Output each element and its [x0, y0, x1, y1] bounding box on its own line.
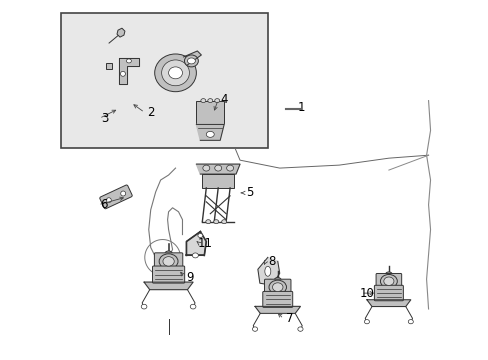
Text: 5: 5 [246, 186, 253, 199]
FancyBboxPatch shape [374, 285, 403, 301]
Polygon shape [255, 306, 300, 313]
Ellipse shape [126, 59, 131, 63]
FancyBboxPatch shape [100, 185, 132, 209]
Ellipse shape [264, 266, 270, 276]
Polygon shape [196, 164, 240, 174]
Ellipse shape [106, 198, 111, 203]
Ellipse shape [205, 220, 210, 224]
Ellipse shape [268, 280, 286, 294]
Ellipse shape [213, 220, 218, 224]
Polygon shape [117, 28, 124, 37]
Ellipse shape [164, 251, 172, 257]
FancyBboxPatch shape [61, 13, 267, 148]
FancyBboxPatch shape [152, 266, 184, 283]
Polygon shape [196, 125, 224, 140]
Ellipse shape [190, 304, 196, 309]
Ellipse shape [163, 257, 174, 266]
Text: 7: 7 [285, 312, 293, 325]
FancyBboxPatch shape [154, 253, 183, 268]
Ellipse shape [201, 99, 205, 103]
Polygon shape [183, 51, 201, 65]
Ellipse shape [162, 60, 189, 86]
Ellipse shape [272, 283, 283, 292]
Polygon shape [119, 58, 139, 84]
Ellipse shape [214, 99, 219, 103]
Ellipse shape [364, 320, 369, 324]
Text: 9: 9 [186, 271, 194, 284]
Text: 11: 11 [198, 237, 212, 250]
Polygon shape [366, 300, 410, 306]
Ellipse shape [226, 165, 233, 171]
Bar [202, 174, 234, 188]
Polygon shape [257, 257, 279, 285]
Ellipse shape [380, 274, 396, 288]
Text: 3: 3 [101, 112, 108, 125]
Ellipse shape [297, 327, 303, 331]
Ellipse shape [268, 279, 273, 283]
Text: 10: 10 [359, 287, 374, 300]
Text: 8: 8 [267, 255, 275, 268]
Bar [196, 100, 224, 125]
Ellipse shape [198, 234, 203, 238]
Ellipse shape [274, 278, 281, 283]
Polygon shape [144, 282, 193, 290]
Ellipse shape [206, 131, 214, 137]
Text: 1: 1 [297, 101, 305, 114]
Ellipse shape [383, 277, 393, 285]
Ellipse shape [154, 54, 196, 92]
Ellipse shape [121, 191, 125, 196]
FancyBboxPatch shape [375, 274, 401, 287]
Text: 6: 6 [100, 198, 108, 211]
Text: 2: 2 [147, 106, 154, 119]
Ellipse shape [207, 99, 212, 103]
FancyBboxPatch shape [262, 291, 292, 307]
Ellipse shape [187, 58, 195, 64]
Ellipse shape [214, 165, 221, 171]
Ellipse shape [221, 220, 226, 224]
Ellipse shape [159, 254, 178, 269]
FancyBboxPatch shape [264, 279, 290, 293]
Bar [106, 63, 112, 69]
Ellipse shape [385, 272, 391, 277]
Ellipse shape [141, 304, 146, 309]
Text: 4: 4 [220, 93, 227, 106]
Ellipse shape [407, 320, 412, 324]
Ellipse shape [203, 165, 209, 171]
Ellipse shape [120, 71, 125, 76]
Ellipse shape [192, 253, 198, 258]
Ellipse shape [252, 327, 257, 331]
Polygon shape [186, 231, 206, 255]
Ellipse shape [184, 55, 198, 67]
Ellipse shape [168, 67, 182, 79]
